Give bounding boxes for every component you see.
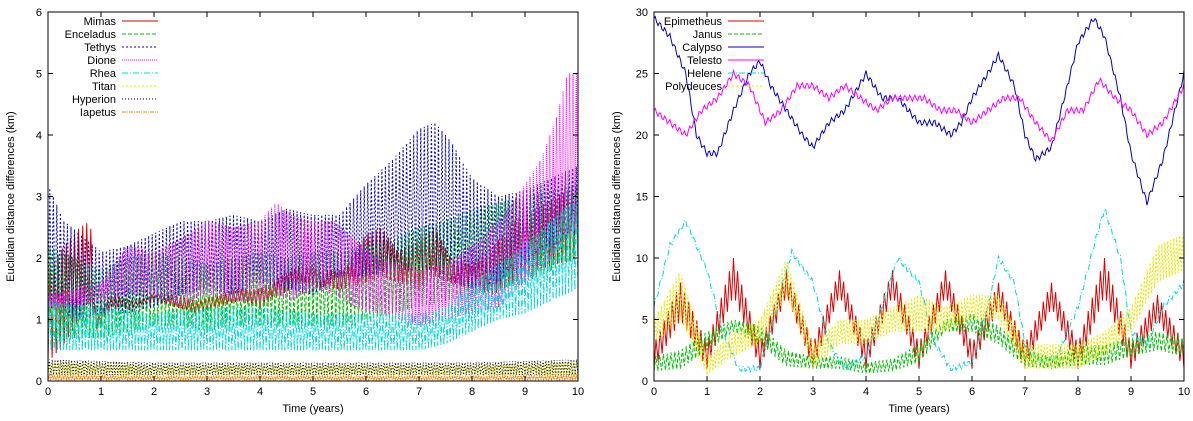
x-tick-label: 6 xyxy=(969,386,975,398)
y-axis-label: Euclidian distance differences (km) xyxy=(5,111,17,281)
y-tick-label: 20 xyxy=(636,130,648,142)
legend-label-titan: Titan xyxy=(92,81,116,93)
x-tick-label: 4 xyxy=(257,386,263,398)
legend-label-epimetheus: Epimetheus xyxy=(664,16,723,28)
plot-area xyxy=(48,73,578,381)
y-tick-label: 3 xyxy=(36,192,42,204)
legend-label-tethys: Tethys xyxy=(84,42,116,54)
y-tick-label: 6 xyxy=(36,7,42,19)
y-tick-label: 10 xyxy=(636,253,648,265)
series-dione-line xyxy=(48,73,578,326)
y-tick-label: 1 xyxy=(36,315,42,327)
legend: MimasEnceladusTethysDioneRheaTitanHyperi… xyxy=(65,16,158,119)
x-tick-label: 2 xyxy=(757,386,763,398)
y-tick-label: 15 xyxy=(636,192,648,204)
legend-label-mimas: Mimas xyxy=(84,16,117,28)
series-rhea-line xyxy=(48,197,578,351)
x-axis-label: Time (years) xyxy=(888,403,949,415)
x-tick-label: 3 xyxy=(810,386,816,398)
legend-label-rhea: Rhea xyxy=(90,68,117,80)
series-calypso-line xyxy=(654,15,1184,206)
x-tick-label: 10 xyxy=(1178,386,1190,398)
legend-label-calypso: Calypso xyxy=(682,42,722,54)
x-tick-label: 5 xyxy=(310,386,316,398)
y-tick-label: 25 xyxy=(636,69,648,81)
x-tick-label: 2 xyxy=(151,386,157,398)
y-tick-label: 2 xyxy=(36,253,42,265)
x-tick-label: 1 xyxy=(704,386,710,398)
legend-label-janus: Janus xyxy=(693,29,723,41)
series-titan-line xyxy=(48,362,578,375)
x-tick-label: 5 xyxy=(916,386,922,398)
plot-area xyxy=(654,15,1184,375)
y-axis-label: Euclidian distance differences (km) xyxy=(611,111,623,281)
chart-1: 0 1 2 3 4 5 6 7 8 9 10 0 1 2 3 4 5 6 Time (years) Euclidian… xyxy=(5,7,584,415)
series-polydeuces-line xyxy=(654,234,1184,375)
x-tick-label: 7 xyxy=(416,386,422,398)
series-epimetheus-line xyxy=(654,257,1184,369)
y-tick-label: 0 xyxy=(642,376,648,388)
series-enceladus-line xyxy=(48,184,578,345)
y-tick-label: 5 xyxy=(36,69,42,81)
legend-label-hyperion: Hyperion xyxy=(72,94,116,106)
x-tick-label: 6 xyxy=(363,386,369,398)
y-tick-label: 4 xyxy=(36,130,42,142)
x-tick-label: 8 xyxy=(1075,386,1081,398)
x-tick-label: 9 xyxy=(522,386,528,398)
x-tick-label: 7 xyxy=(1022,386,1028,398)
x-tick-label: 9 xyxy=(1128,386,1134,398)
legend-label-enceladus: Enceladus xyxy=(65,29,117,41)
y-tick-label: 0 xyxy=(36,376,42,388)
y-tick-label: 5 xyxy=(642,315,648,327)
series-janus-line xyxy=(654,313,1184,374)
legend-label-dione: Dione xyxy=(87,55,116,67)
chart-2: 0 1 2 3 4 5 6 7 8 9 10 0 5 10 15 20 25 30 Time (years) Eucl… xyxy=(611,7,1190,415)
x-tick-label: 10 xyxy=(572,386,584,398)
x-tick-label: 8 xyxy=(469,386,475,398)
series-tethys-line xyxy=(48,122,578,320)
series-helene-line xyxy=(654,208,1184,374)
series-telesto-line xyxy=(654,68,1184,143)
legend-label-iapetus: Iapetus xyxy=(80,107,117,119)
series-hyperion-line xyxy=(48,359,578,375)
legend: EpimetheusJanusCalypsoTelestoHelenePolyd… xyxy=(664,16,764,93)
legend-label-helene: Helene xyxy=(687,68,722,80)
x-tick-label: 4 xyxy=(863,386,869,398)
x-tick-label: 3 xyxy=(204,386,210,398)
legend-label-telesto: Telesto xyxy=(687,55,722,67)
x-tick-label: 0 xyxy=(45,386,51,398)
x-tick-label: 0 xyxy=(651,386,657,398)
x-tick-label: 1 xyxy=(98,386,104,398)
y-tick-label: 30 xyxy=(636,7,648,19)
legend-label-polydeuces: Polydeuces xyxy=(665,81,722,93)
x-axis-label: Time (years) xyxy=(282,403,343,415)
